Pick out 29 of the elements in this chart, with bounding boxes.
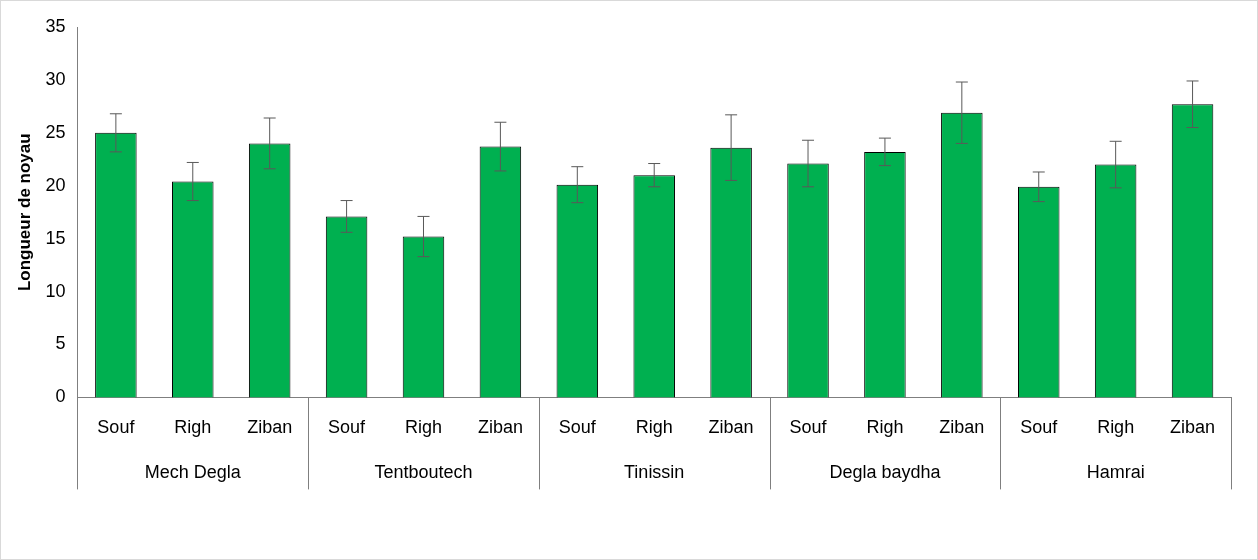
x-tick-label: Souf — [328, 417, 367, 438]
x-tick-label: Ziban — [708, 417, 754, 438]
x-tick-label: Souf — [789, 417, 828, 438]
text: Degla baydha — [829, 462, 942, 483]
y-tick-label: 10 — [45, 280, 66, 301]
x-tick-label: Righ — [866, 417, 904, 438]
text: Tentboutech — [374, 462, 473, 483]
x-tick-label: Ziban — [247, 417, 293, 438]
y-tick-label: 30 — [45, 68, 66, 89]
x-tick-label: Souf — [558, 417, 597, 438]
x-tick-label: Righ — [1097, 417, 1135, 438]
x-tick-label: Souf — [97, 417, 136, 438]
y-tick-label: 5 — [55, 333, 66, 354]
text: Mech Degla — [144, 462, 242, 483]
y-tick-label: 35 — [45, 15, 66, 36]
x-tick-label: Righ — [174, 417, 212, 438]
x-tick-label: Ziban — [477, 417, 523, 438]
x-tick-label: Ziban — [1170, 417, 1216, 438]
y-axis-title: Longueur de noyau — [14, 133, 34, 292]
y-tick-label: 20 — [45, 174, 66, 195]
x-tick-label: Ziban — [939, 417, 985, 438]
x-tick-label: Souf — [1020, 417, 1059, 438]
text: Tinissin — [624, 462, 685, 483]
y-tick-label: 15 — [45, 227, 66, 248]
x-tick-label: Righ — [635, 417, 673, 438]
text: Hamrai — [1086, 462, 1145, 483]
x-tick-label: Righ — [404, 417, 443, 438]
y-tick-label: 25 — [45, 121, 66, 142]
y-tick-label: 0 — [55, 386, 66, 407]
